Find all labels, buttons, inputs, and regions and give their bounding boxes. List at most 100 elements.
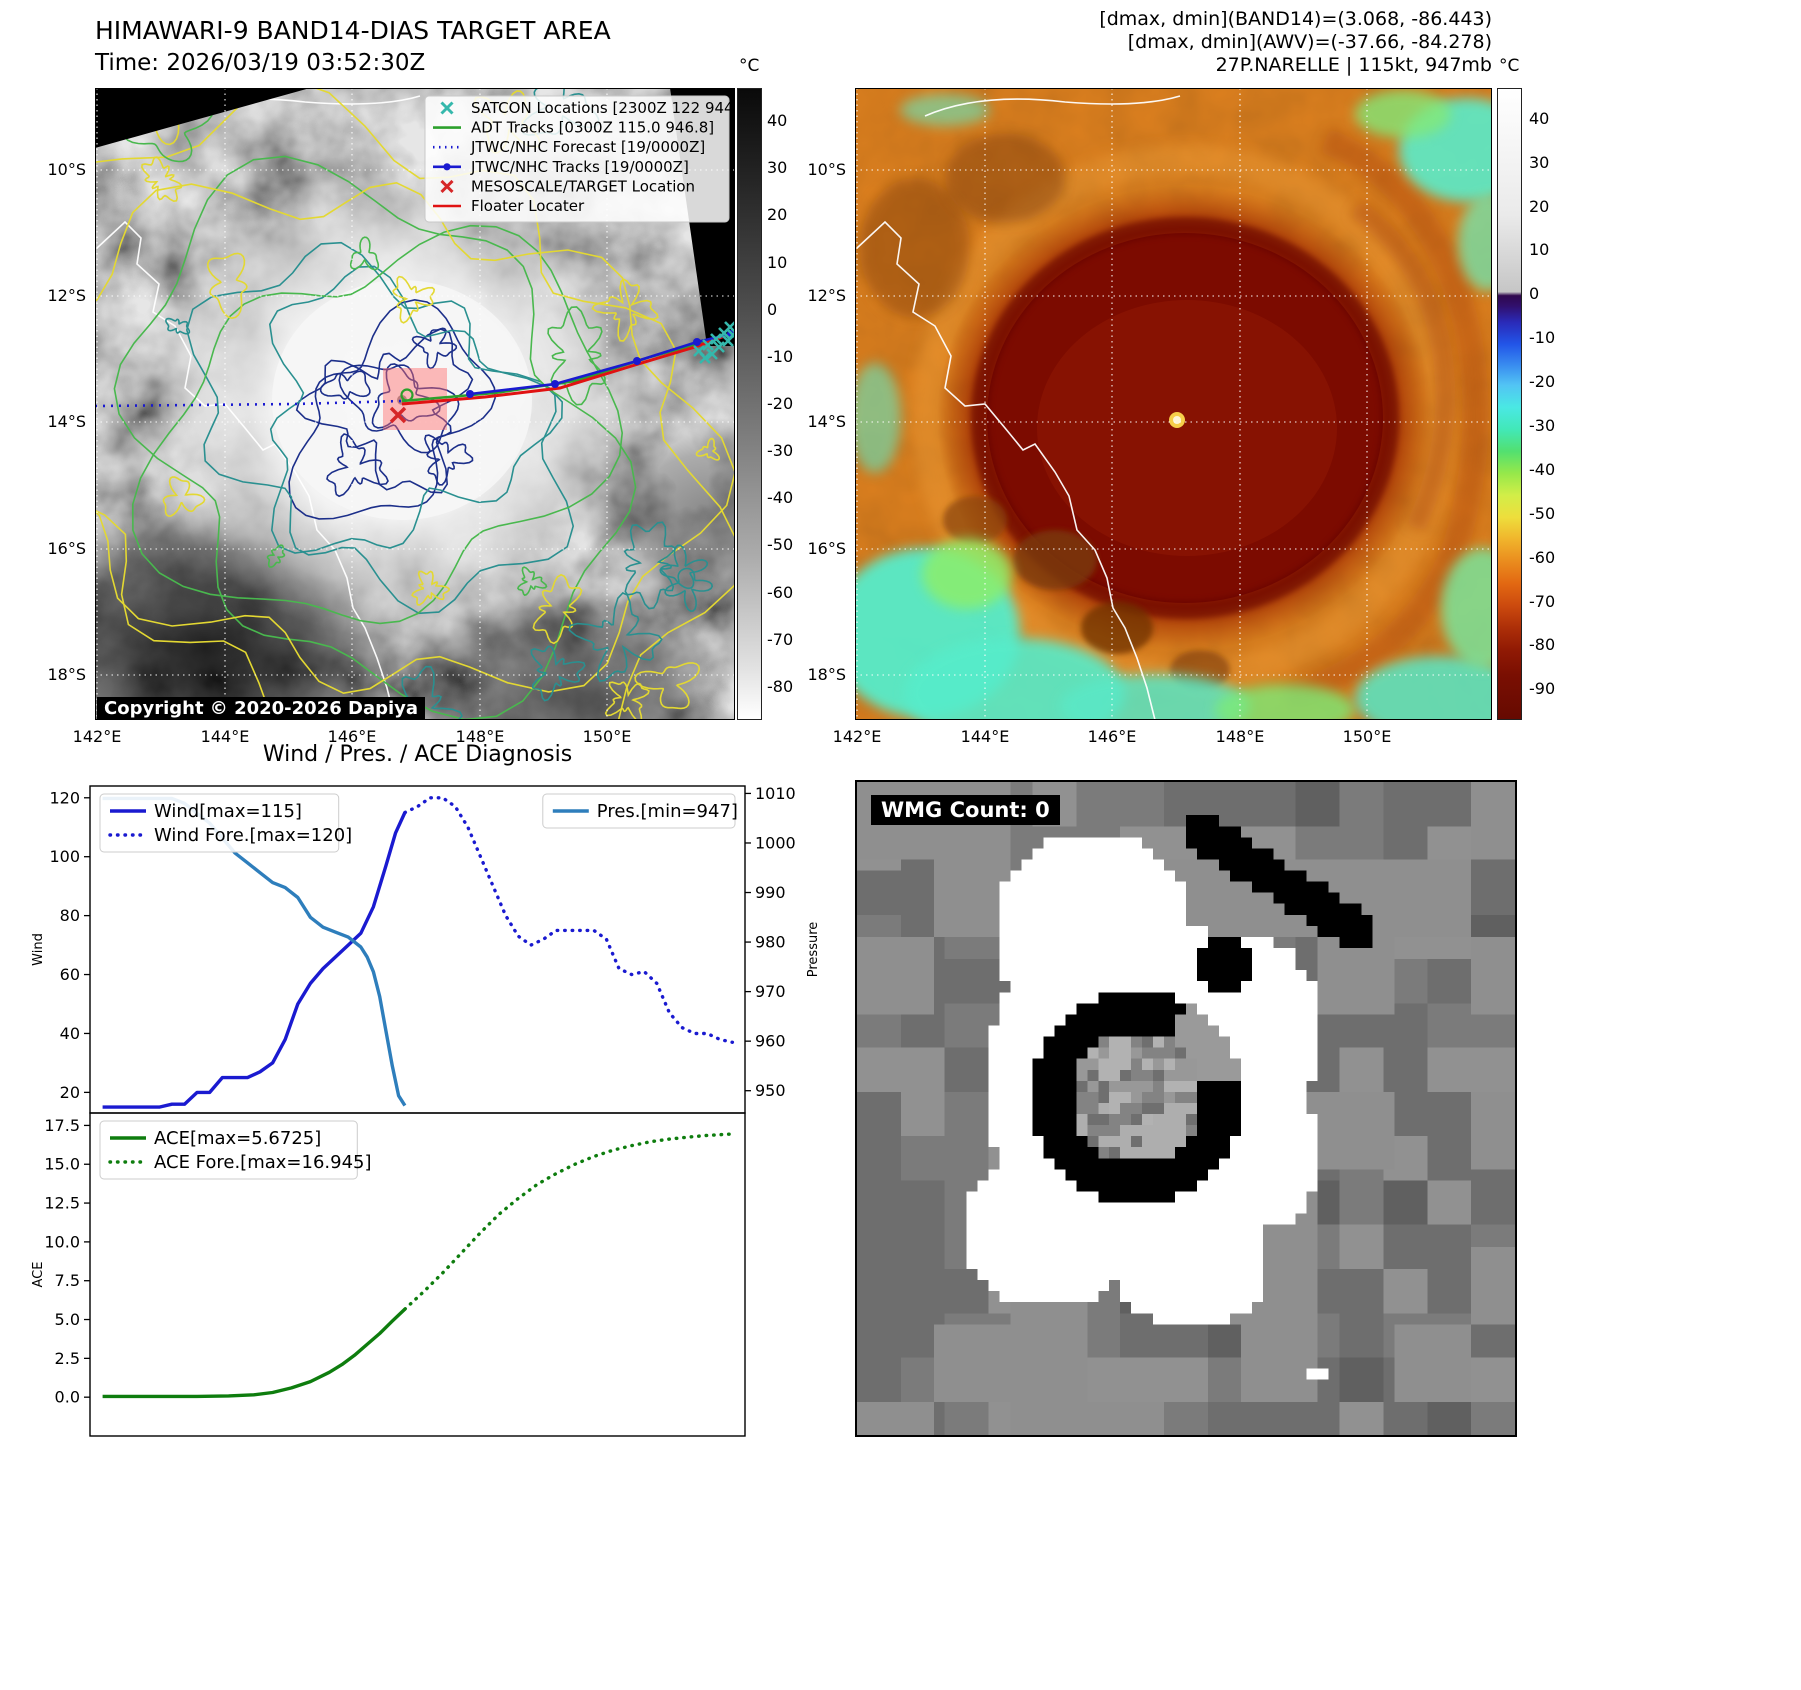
storm-id-intensity: 27P.NARELLE | 115kt, 947mb bbox=[1215, 54, 1492, 76]
no-data-wedge bbox=[95, 88, 310, 148]
colorbar-tick-label: 20 bbox=[767, 205, 788, 225]
legend-item-label: SATCON Locations [2300Z 122 944] bbox=[471, 99, 735, 117]
series-0 bbox=[102, 811, 407, 1109]
chart-legend: ACE[max=5.6725] ACE Fore.[max=16.945] bbox=[99, 1120, 372, 1180]
x-marker bbox=[710, 333, 722, 345]
lat-tick-label: 12°S bbox=[47, 286, 86, 305]
dmax-dmin-awv: [dmax, dmin](AWV)=(-37.66, -84.278) bbox=[1127, 31, 1492, 53]
lat-tick-label: 18°S bbox=[807, 665, 846, 684]
colorbar-tick-label: 20 bbox=[1529, 196, 1550, 216]
colorbar-tick-label: -50 bbox=[767, 535, 794, 555]
coastline bbox=[96, 220, 396, 720]
chart-ace: 0.0 2.5 5.0 7.5 10.0 12.5 15.0 17.5 ACE ACE[max=5… bbox=[31, 1112, 746, 1437]
legend-item-label: JTWC/NHC Tracks [19/0000Z] bbox=[470, 158, 689, 176]
y-tick-label: 970 bbox=[755, 982, 786, 1001]
lon-tick-label: 142°E bbox=[72, 727, 122, 746]
colorbar-tick-label: -50 bbox=[1529, 503, 1556, 523]
wmg-count-label: WMG Count: 0 bbox=[871, 795, 1060, 825]
copyright-label: Copyright © 2020-2026 Dapiya bbox=[97, 697, 426, 720]
adt-position-marker bbox=[400, 388, 414, 402]
y-tick-label: 2.5 bbox=[55, 1349, 80, 1368]
band14-map: SATCON Locations [2300Z 122 944] ADT Trac… bbox=[95, 88, 735, 720]
chart-wind-pres: 20 40 60 80 100 120 950 960 970 980 990 1000 1010 Pre… bbox=[31, 784, 821, 1114]
legend-item-label: JTWC/NHC Forecast [19/0000Z] bbox=[470, 138, 705, 156]
colorbar-tick-label: 40 bbox=[767, 111, 788, 130]
series-1 bbox=[403, 1132, 735, 1311]
y-tick-label: 960 bbox=[755, 1032, 786, 1051]
y-tick-label: 950 bbox=[755, 1081, 786, 1100]
awv-info-block: [dmax, dmin](BAND14)=(3.068, -86.443) [d… bbox=[900, 8, 1492, 77]
awv-map bbox=[855, 88, 1492, 720]
colorbar-tick-label: -80 bbox=[767, 676, 794, 696]
map-frame bbox=[855, 88, 1492, 720]
lat-tick-label: 14°S bbox=[807, 412, 846, 431]
lat-tick-label: 10°S bbox=[47, 160, 86, 179]
lon-tick-label: 148°E bbox=[455, 727, 505, 746]
lon-tick-label: 144°E bbox=[200, 727, 250, 746]
legend-item-label: MESOSCALE/TARGET Location bbox=[471, 177, 695, 195]
wmg-panel: WMG Count: 0 bbox=[855, 780, 1517, 1437]
band14-colorbar bbox=[737, 88, 762, 720]
colorbar-tick-label: -10 bbox=[767, 346, 794, 366]
y-tick-label: 60 bbox=[60, 965, 80, 984]
lat-tick-label: 10°S bbox=[807, 160, 846, 179]
diagnosis-title: Wind / Pres. / ACE Diagnosis bbox=[262, 742, 573, 767]
lon-tick-label: 144°E bbox=[960, 727, 1010, 746]
diagnosis-charts: 20 40 60 80 100 120 950 960 970 980 990 1000 1010 Pre… bbox=[31, 784, 821, 1437]
colorbar-tick-label: 40 bbox=[1529, 108, 1550, 128]
y-tick-label: 990 bbox=[755, 883, 786, 902]
series-0 bbox=[102, 1307, 407, 1399]
lat-tick-label: 14°S bbox=[47, 412, 86, 431]
y-tick-label: 20 bbox=[60, 1083, 80, 1102]
map-legend: SATCON Locations [2300Z 122 944] ADT Trac… bbox=[424, 95, 735, 223]
colorbar-tick-label: -60 bbox=[1529, 547, 1556, 567]
lon-tick-label: 146°E bbox=[327, 727, 377, 746]
x-marker bbox=[389, 406, 407, 424]
chart-legend: Pres.[min=947] bbox=[542, 793, 738, 829]
colorbar-tick-label: -20 bbox=[1529, 372, 1556, 392]
y-tick-label: 0.0 bbox=[55, 1388, 80, 1407]
wmg-image bbox=[857, 782, 1515, 1435]
y-tick-label: 5.0 bbox=[55, 1310, 80, 1329]
timestamp: Time: 2026/03/19 03:52:30Z bbox=[95, 50, 426, 76]
colorbar-tick-label: -30 bbox=[767, 441, 794, 461]
colorbar-tick-label: -30 bbox=[1529, 415, 1556, 435]
colorbar-tick-label: 30 bbox=[767, 158, 788, 178]
x-marker bbox=[727, 329, 735, 341]
x-marker bbox=[440, 179, 454, 193]
map-gridlines bbox=[855, 88, 1492, 720]
x-marker bbox=[440, 101, 454, 115]
x-marker bbox=[706, 348, 718, 360]
lon-tick-label: 148°E bbox=[1215, 727, 1265, 746]
legend-item-label: ACE[max=5.6725] bbox=[154, 1128, 321, 1149]
dmax-dmin-band14: [dmax, dmin](BAND14)=(3.068, -86.443) bbox=[1099, 8, 1492, 30]
colorbar-tick-label: -70 bbox=[767, 629, 794, 649]
coastline bbox=[856, 220, 1156, 720]
y-tick-label: 10.0 bbox=[44, 1232, 80, 1251]
legend-item-label: ADT Tracks [0300Z 115.0 946.8] bbox=[471, 119, 714, 137]
lon-tick-label: 150°E bbox=[1342, 727, 1392, 746]
y-tick-label: 80 bbox=[60, 906, 80, 925]
y-tick-label: 15.0 bbox=[44, 1155, 80, 1174]
floater-track bbox=[401, 331, 734, 406]
lat-tick-label: 12°S bbox=[807, 286, 846, 305]
awv-colorbar bbox=[1497, 88, 1522, 720]
awv-colorbar-unit: °C bbox=[1499, 56, 1520, 76]
x-marker bbox=[699, 352, 711, 364]
lat-tick-label: 18°S bbox=[47, 665, 86, 684]
x-marker bbox=[702, 339, 714, 351]
x-marker bbox=[724, 321, 735, 333]
colorbar-tick-label: 0 bbox=[767, 299, 778, 319]
right-axis-label: Pressure bbox=[806, 922, 821, 978]
y-tick-label: 12.5 bbox=[44, 1194, 80, 1213]
legend-item-label: Floater Locater bbox=[471, 197, 585, 215]
lon-tick-label: 142°E bbox=[832, 727, 882, 746]
y-tick-label: 100 bbox=[49, 847, 80, 866]
colorbar-tick-label: -80 bbox=[1529, 635, 1556, 655]
colorbar-tick-label: 30 bbox=[1529, 152, 1550, 172]
colorbar-tick-label: -70 bbox=[1529, 591, 1556, 611]
chart-legend: Wind[max=115] Wind Fore.[max=120] bbox=[99, 793, 352, 853]
colorbar-tick-label: 0 bbox=[1529, 284, 1540, 304]
y-tick-label: 40 bbox=[60, 1024, 80, 1043]
